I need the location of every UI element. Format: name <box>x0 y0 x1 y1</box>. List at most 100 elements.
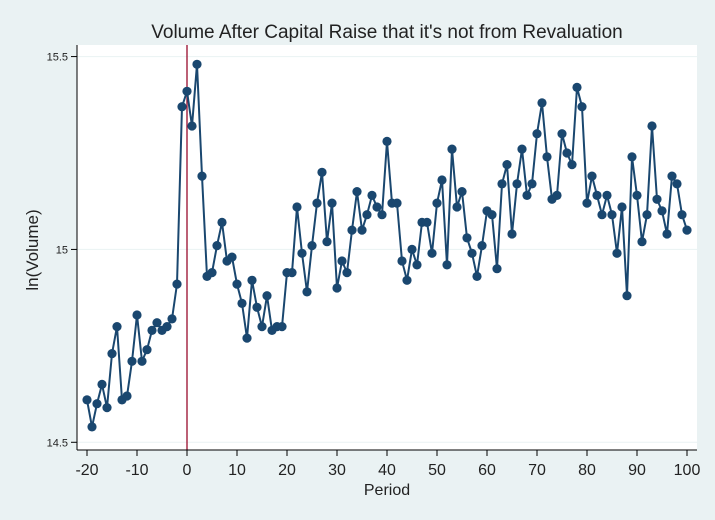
data-point <box>557 129 567 139</box>
data-point <box>487 210 497 220</box>
data-point <box>492 264 502 274</box>
data-point <box>537 98 547 108</box>
data-point <box>382 136 392 146</box>
data-point <box>437 175 447 185</box>
data-point <box>247 275 257 285</box>
x-tick-label: 20 <box>278 462 296 479</box>
data-point <box>527 179 537 189</box>
data-point <box>562 148 572 158</box>
data-point <box>142 345 152 355</box>
data-point <box>262 291 272 301</box>
data-point <box>392 198 402 208</box>
data-point <box>87 422 97 432</box>
data-point <box>552 190 562 200</box>
data-point <box>397 256 407 266</box>
data-point <box>662 229 672 239</box>
data-point <box>112 322 122 332</box>
data-point <box>287 268 297 278</box>
data-point <box>447 144 457 154</box>
data-point <box>147 325 157 335</box>
data-point <box>172 279 182 289</box>
data-point <box>152 318 162 328</box>
data-point <box>577 102 587 112</box>
data-point <box>632 190 642 200</box>
data-point <box>582 198 592 208</box>
x-tick-label: 50 <box>428 462 446 479</box>
data-point <box>442 260 452 270</box>
data-point <box>102 403 112 413</box>
x-tick-label: 60 <box>478 462 496 479</box>
data-point <box>367 190 377 200</box>
data-point <box>652 194 662 204</box>
data-point <box>187 121 197 131</box>
data-point <box>352 187 362 197</box>
data-point <box>402 275 412 285</box>
data-point <box>602 190 612 200</box>
data-point <box>97 379 107 389</box>
x-tick-label: 80 <box>578 462 596 479</box>
x-tick-label: -10 <box>125 462 148 479</box>
data-point <box>677 210 687 220</box>
gridlines <box>77 56 697 443</box>
data-point <box>192 59 202 69</box>
data-point <box>567 160 577 170</box>
data-point <box>137 356 147 366</box>
x-tick-label: 10 <box>228 462 246 479</box>
data-point <box>607 210 617 220</box>
data-point <box>312 198 322 208</box>
data-point <box>622 291 632 301</box>
data-point <box>322 237 332 247</box>
data-point <box>362 210 372 220</box>
y-tick-label: 14.5 <box>47 437 68 449</box>
data-point <box>502 160 512 170</box>
data-point <box>497 179 507 189</box>
data-point <box>307 241 317 251</box>
plot-area <box>77 45 697 450</box>
data-point <box>532 129 542 139</box>
data-point <box>357 225 367 235</box>
x-tick-label: 70 <box>528 462 546 479</box>
data-point <box>647 121 657 131</box>
data-point <box>522 190 532 200</box>
data-point <box>467 248 477 258</box>
data-point <box>517 144 527 154</box>
chart-title: Volume After Capital Raise that it's not… <box>151 22 622 43</box>
data-point <box>257 322 267 332</box>
data-point <box>642 210 652 220</box>
data-point <box>252 302 262 312</box>
x-tick-label: 0 <box>183 462 192 479</box>
data-point <box>327 198 337 208</box>
data-point <box>237 298 247 308</box>
data-point <box>107 349 117 359</box>
data-point <box>682 225 692 235</box>
x-tick-label: 90 <box>628 462 646 479</box>
data-point <box>332 283 342 293</box>
data-point <box>477 241 487 251</box>
data-point <box>317 167 327 177</box>
data-point <box>167 314 177 324</box>
data-point <box>177 102 187 112</box>
data-point <box>472 271 482 281</box>
data-point <box>302 287 312 297</box>
data-point <box>597 210 607 220</box>
data-point <box>347 225 357 235</box>
data-point <box>342 268 352 278</box>
data-point <box>92 399 102 409</box>
data-point <box>127 356 137 366</box>
data-point <box>452 202 462 212</box>
x-tick-label: 100 <box>674 462 701 479</box>
data-point <box>427 248 437 258</box>
data-point <box>217 217 227 227</box>
data-point <box>462 233 472 243</box>
data-point <box>457 187 467 197</box>
data-point <box>212 241 222 251</box>
data-point <box>82 395 92 405</box>
y-axis-label: ln(Volume) <box>23 209 42 290</box>
data-point <box>207 268 217 278</box>
x-tick-label: 30 <box>328 462 346 479</box>
data-point <box>507 229 517 239</box>
data-point <box>372 202 382 212</box>
data-point <box>657 206 667 216</box>
data-point <box>672 179 682 189</box>
